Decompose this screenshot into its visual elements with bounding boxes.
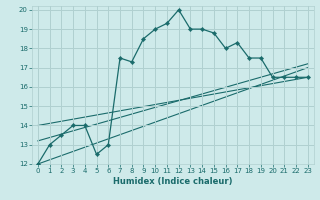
X-axis label: Humidex (Indice chaleur): Humidex (Indice chaleur) bbox=[113, 177, 233, 186]
